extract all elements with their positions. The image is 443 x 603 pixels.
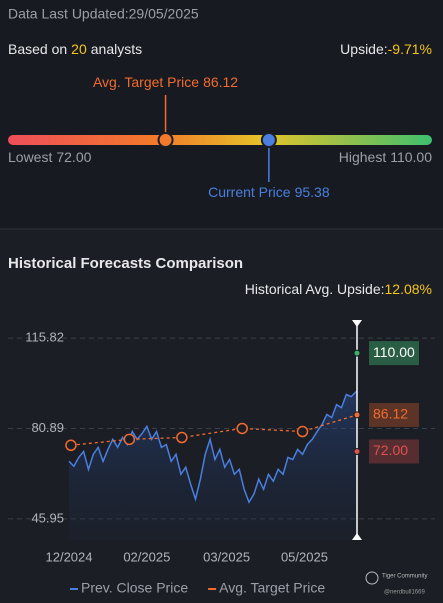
highest-label: Highest [339, 149, 387, 165]
forecast-label: 72.00 [373, 442, 408, 458]
forecast-dot [353, 447, 361, 455]
top-panel [0, 0, 443, 229]
target-point [176, 431, 188, 444]
hist-upside-label: Historical Avg. Upside: [245, 281, 385, 297]
suffix: analysts [91, 41, 142, 57]
y-tick-label: 115.82 [25, 330, 64, 345]
analysts-line: Based on 20 analysts [8, 41, 142, 57]
forecast-box [369, 341, 419, 366]
legend-label: Prev. Close Price [81, 580, 188, 596]
watermark-user: @nerdbull1669 [384, 590, 425, 596]
highest-value: 110.00 [390, 149, 432, 165]
legend-label: Avg. Target Price [219, 580, 325, 596]
forecast-box [369, 439, 419, 464]
lowest: Lowest 72.00 [8, 149, 92, 165]
target-point [65, 439, 77, 452]
current-label-label: Current Price [208, 184, 291, 200]
forecast-dot [353, 349, 361, 357]
highest: Highest 110.00 [339, 149, 432, 165]
upside-value: -9.71% [388, 41, 432, 57]
current-marker [260, 132, 277, 148]
count: 20 [71, 41, 87, 57]
chart-title: Historical Forecasts Comparison [8, 255, 243, 272]
y-tick-label: 80.89 [31, 420, 64, 435]
y-tick-label: 45.95 [31, 510, 64, 525]
upside: Upside:-9.71% [340, 41, 432, 57]
watermark-logo [365, 571, 379, 585]
x-tick-label: 05/2025 [281, 549, 328, 564]
lowest-label: Lowest [8, 149, 52, 165]
x-tick-label: 03/2025 [203, 549, 250, 564]
current-label-value: 95.38 [295, 184, 330, 200]
cursor-top [352, 320, 362, 327]
forecast-label: 110.00 [373, 344, 415, 360]
price-area [69, 390, 357, 540]
x-tick-label: 12/2024 [46, 549, 93, 564]
target-point [236, 422, 248, 435]
current-label: Current Price 95.38 [208, 184, 330, 200]
forecast-label: 86.12 [373, 406, 408, 422]
gauge-bar [8, 135, 432, 145]
forecast-dot [353, 411, 361, 419]
forecast-box [369, 402, 419, 427]
target-point [296, 425, 309, 438]
prefix: Based on [8, 41, 67, 57]
price-line [68, 390, 358, 504]
target-point [123, 433, 136, 446]
target-marker [157, 132, 174, 148]
cursor-bottom [352, 533, 362, 540]
lowest-value: 72.00 [56, 149, 91, 165]
updated: Data Last Updated:29/05/2025 [8, 6, 199, 22]
target-line [70, 414, 358, 446]
hist-upside-value: 12.08% [385, 281, 432, 297]
target-label-label: Avg. Target Price [93, 74, 199, 90]
target-label: Avg. Target Price 86.12 [93, 74, 238, 90]
upside-label: Upside: [340, 41, 387, 57]
watermark-brand: Tiger Community [382, 574, 427, 580]
x-tick-label: 02/2025 [123, 549, 170, 564]
target-label-value: 86.12 [203, 74, 238, 90]
hist-upside: Historical Avg. Upside:12.08% [245, 281, 432, 297]
